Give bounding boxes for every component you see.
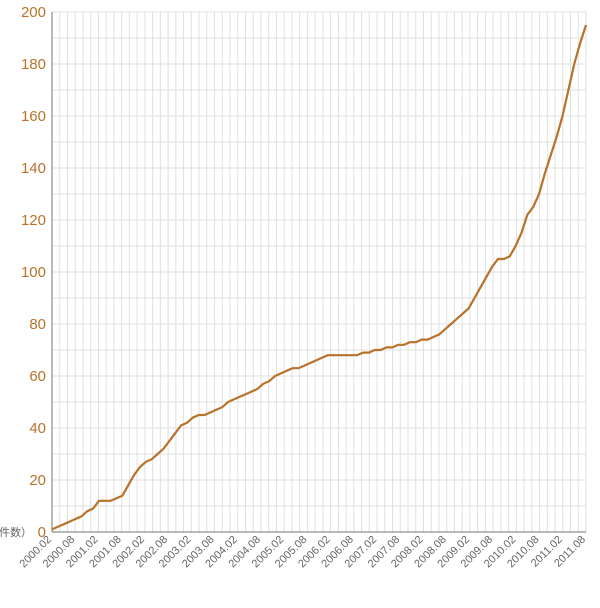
y-tick-label: 40 — [29, 420, 46, 437]
y-tick-label: 200 — [21, 4, 46, 21]
y-tick-label: 160 — [21, 108, 46, 125]
y-tick-label: 80 — [29, 316, 46, 333]
line-chart: 020406080100120140160180200（件数）2000.0220… — [0, 0, 600, 608]
y-tick-label: 20 — [29, 472, 46, 489]
y-tick-label: 100 — [21, 264, 46, 281]
grid-horizontal — [52, 12, 586, 532]
y-tick-label: 60 — [29, 368, 46, 385]
y-axis-title: （件数） — [0, 526, 32, 539]
y-tick-label: 140 — [21, 160, 46, 177]
y-tick-label: 180 — [21, 56, 46, 73]
chart-svg: 020406080100120140160180200（件数）2000.0220… — [0, 0, 600, 608]
y-tick-label: 120 — [21, 212, 46, 229]
